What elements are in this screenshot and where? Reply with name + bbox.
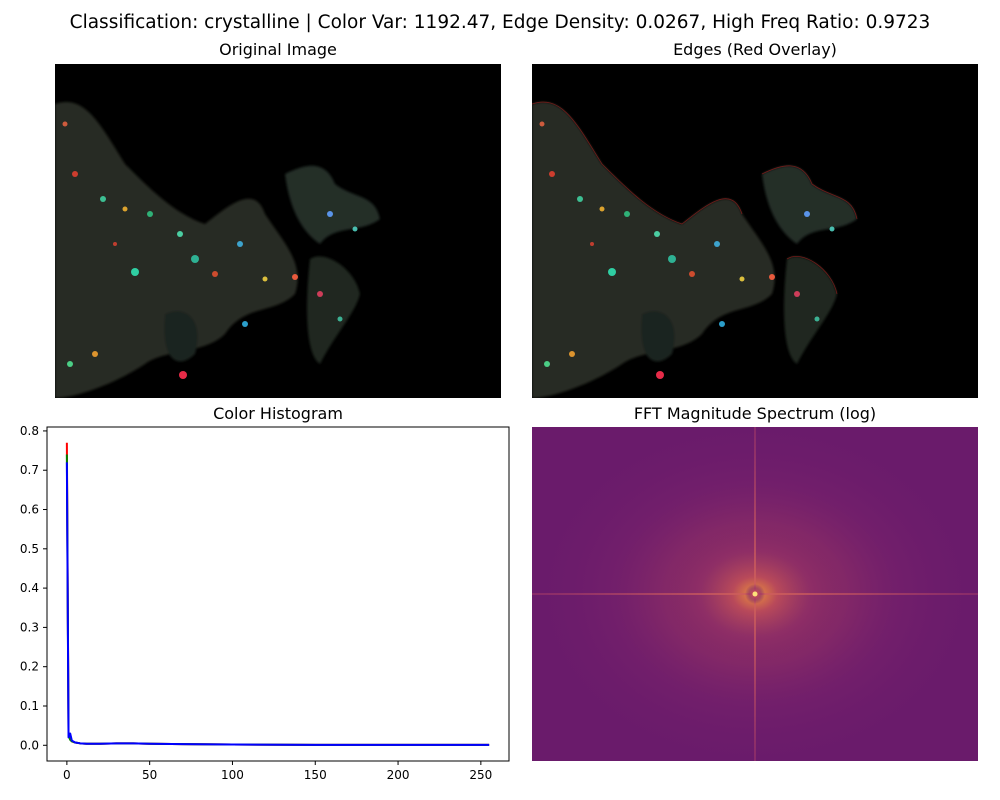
figure-suptitle: Classification: crystalline | Color Var:… bbox=[69, 12, 931, 33]
y-tick-label: 0.4 bbox=[20, 581, 39, 595]
edges-image-panel bbox=[532, 64, 978, 398]
x-tick-label: 200 bbox=[387, 768, 410, 782]
x-tick-label: 50 bbox=[142, 768, 157, 782]
y-tick-label: 0.0 bbox=[20, 738, 39, 752]
color-histogram-chart: 0 50 100 150 200 250 0.0 0.1 0.2 0.3 0.4 0.5 0.6 0.7 0… bbox=[20, 424, 510, 782]
x-tick-label: 150 bbox=[304, 768, 327, 782]
y-tick-label: 0.6 bbox=[20, 503, 39, 517]
edges-image-title: Edges (Red Overlay) bbox=[673, 40, 837, 59]
y-tick-label: 0.5 bbox=[20, 542, 39, 556]
y-tick-label: 0.8 bbox=[20, 424, 39, 438]
y-tick-label: 0.7 bbox=[20, 463, 39, 477]
original-image-panel bbox=[55, 64, 501, 398]
y-tick-label: 0.3 bbox=[20, 620, 39, 634]
x-tick-label: 250 bbox=[469, 768, 492, 782]
original-image bbox=[55, 64, 501, 398]
edges-image bbox=[532, 64, 978, 398]
fft-panel bbox=[532, 427, 978, 761]
x-tick-label: 100 bbox=[221, 768, 244, 782]
histogram-title: Color Histogram bbox=[213, 404, 343, 423]
original-image-title: Original Image bbox=[219, 40, 337, 59]
y-tick-label: 0.2 bbox=[20, 660, 39, 674]
fft-title: FFT Magnitude Spectrum (log) bbox=[633, 404, 877, 423]
y-tick-label: 0.1 bbox=[20, 699, 39, 713]
histogram-series-blue bbox=[65, 462, 490, 746]
fft-spectrum-image bbox=[532, 427, 978, 761]
x-tick-label: 0 bbox=[63, 768, 71, 782]
plot-frame bbox=[46, 426, 510, 762]
plot-area bbox=[47, 427, 509, 761]
